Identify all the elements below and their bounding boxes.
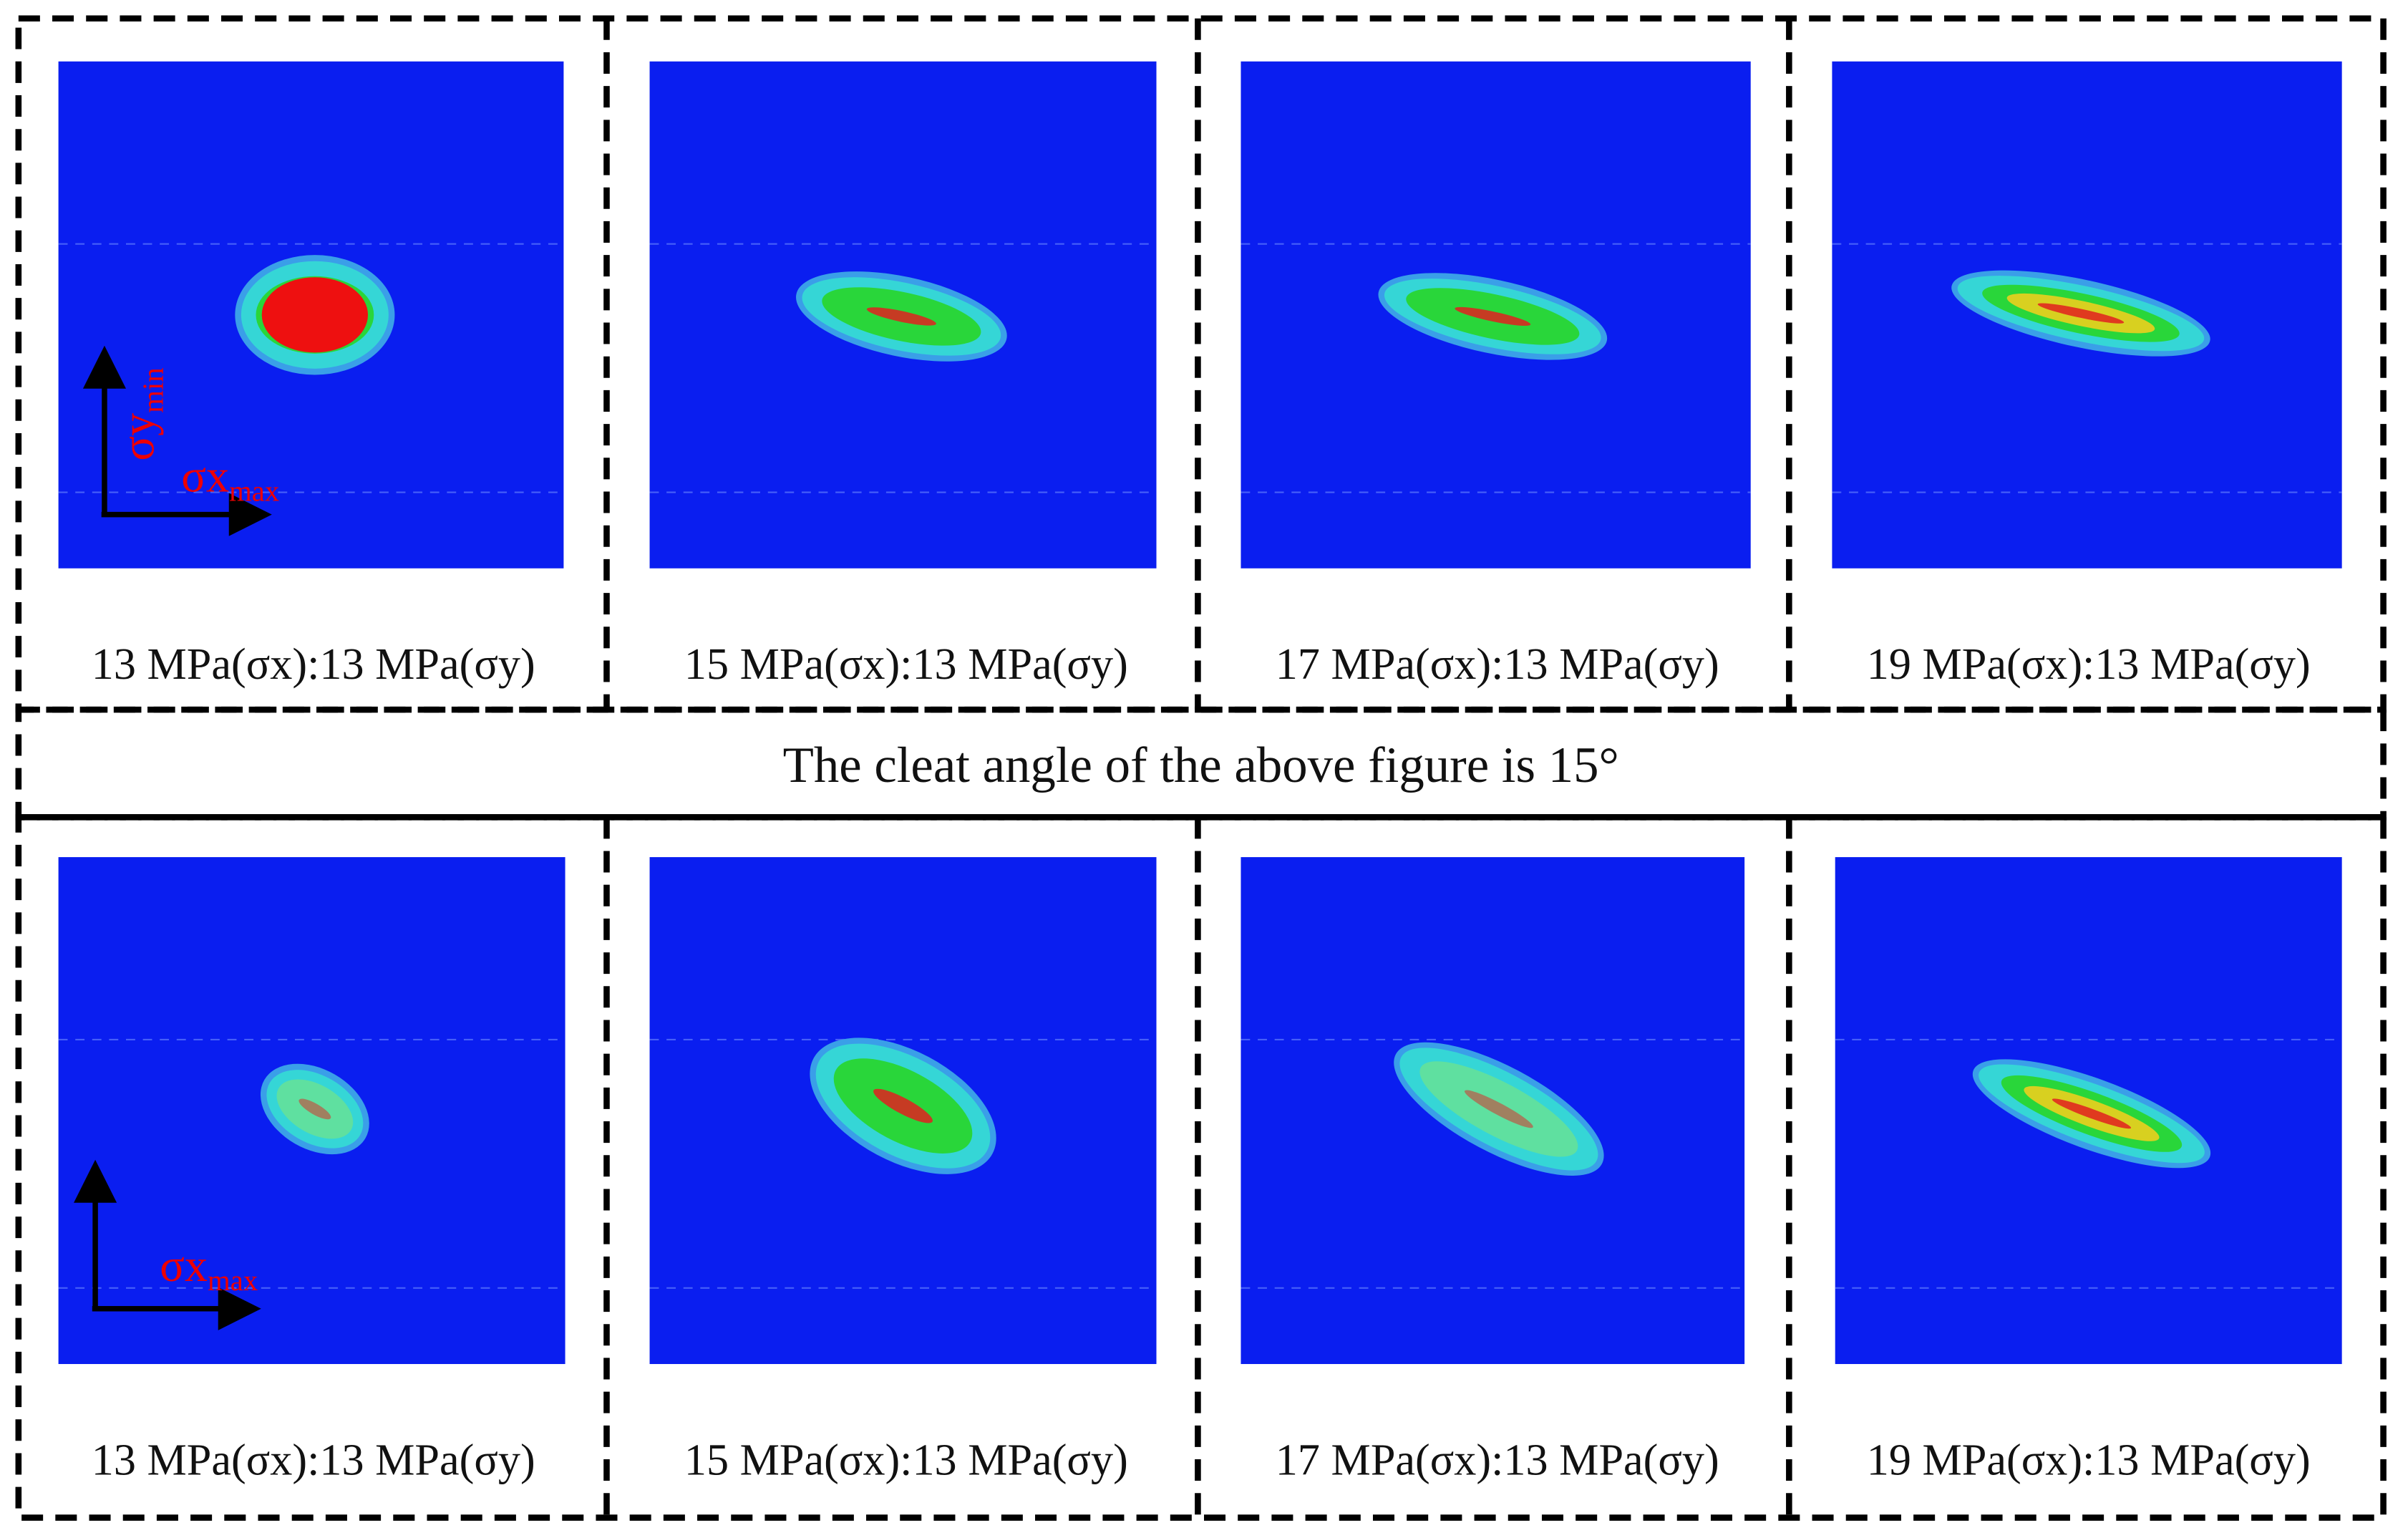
caption: 17 MPa(σx):13 MPa(σy) <box>1276 640 1719 689</box>
axes-top: σymin σxmax <box>82 345 279 536</box>
blob <box>1972 1059 2211 1169</box>
caption: 17 MPa(σx):13 MPa(σy) <box>1276 1436 1719 1484</box>
blob-core <box>2037 303 2125 324</box>
contour-image <box>649 857 1157 1365</box>
blob-core <box>2052 1098 2132 1129</box>
blob <box>796 271 1007 362</box>
separators <box>603 18 1792 1518</box>
blob-core <box>866 307 936 326</box>
blob <box>260 1063 369 1155</box>
blob-core <box>298 1098 331 1120</box>
caption: 15 MPa(σx):13 MPa(σy) <box>684 1436 1128 1484</box>
contour-image <box>1832 61 2342 569</box>
contour-image <box>1241 61 1751 569</box>
divider-text: The cleat angle of the above figure is 1… <box>783 738 1619 793</box>
caption: 13 MPa(σx):13 MPa(σy) <box>92 1436 535 1484</box>
axes-bottom: σxmax <box>74 1159 261 1330</box>
caption: 13 MPa(σx):13 MPa(σy) <box>92 640 535 689</box>
x-axis-label: σxmax <box>181 450 279 507</box>
blob <box>1394 1042 1604 1176</box>
caption: 19 MPa(σx):13 MPa(σy) <box>1867 1436 2311 1484</box>
blob-core <box>1455 306 1531 327</box>
contour-image <box>1241 857 1745 1365</box>
contour-image <box>58 857 565 1365</box>
y-axis-label: σymin <box>113 367 170 460</box>
blob-core <box>1465 1090 1533 1128</box>
blob <box>1951 270 2210 357</box>
images <box>58 61 2342 1365</box>
blob <box>1378 273 1608 360</box>
blob <box>810 1038 996 1174</box>
blob <box>235 255 395 375</box>
blob-core <box>873 1088 933 1123</box>
contour-image <box>649 61 1157 569</box>
x-axis-label: σxmax <box>160 1240 258 1297</box>
caption: 15 MPa(σx):13 MPa(σy) <box>684 640 1128 689</box>
caption: 19 MPa(σx):13 MPa(σy) <box>1867 640 2311 689</box>
blob-core <box>261 277 369 353</box>
contour-image <box>58 61 564 569</box>
contour-image <box>1835 857 2342 1365</box>
